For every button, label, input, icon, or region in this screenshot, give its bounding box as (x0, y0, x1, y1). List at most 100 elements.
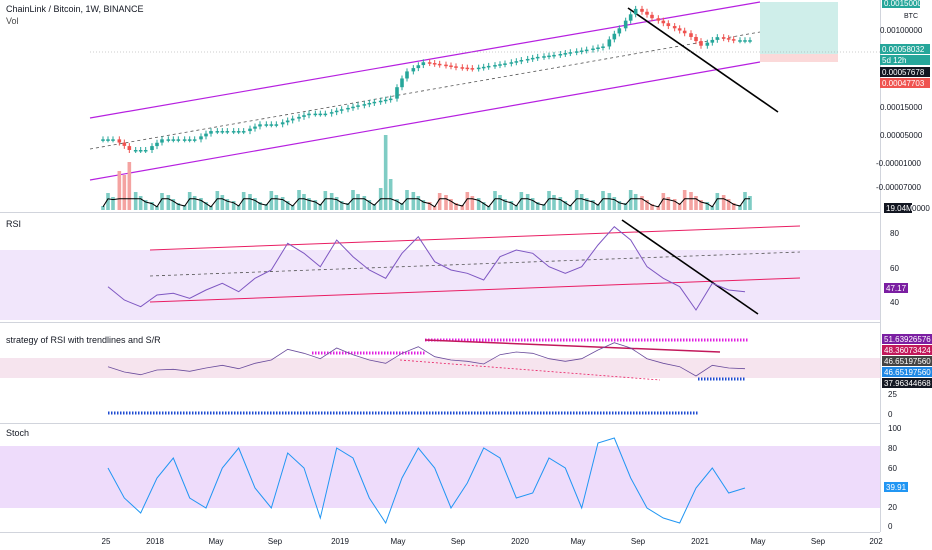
rsi-tick-40: 40 (890, 298, 899, 307)
candle-body (160, 139, 164, 143)
volume-bar (628, 190, 633, 210)
candle-body (372, 101, 377, 104)
candle-body (427, 62, 432, 64)
price-tag-2-text: 0.00057678 (882, 68, 925, 77)
candle-body (199, 136, 203, 140)
candle-body (127, 146, 132, 150)
volume-bar (694, 196, 698, 210)
volume-bar (313, 200, 318, 210)
volume-bar (400, 203, 404, 210)
candle-body (101, 139, 105, 141)
candle-body (640, 8, 644, 12)
price-candles (101, 5, 752, 153)
candle-body (269, 124, 274, 126)
candle-body (656, 18, 661, 21)
candle-body (334, 110, 339, 113)
vol-tag-text: 19.04M (886, 204, 913, 213)
volume-bar (568, 205, 573, 210)
volume-bar (176, 203, 181, 210)
strat-tag-1-text: 51.63926576 (884, 335, 931, 344)
candle-body (138, 150, 143, 152)
candle-body (519, 60, 524, 62)
volume-bar (427, 202, 432, 210)
candle-body (460, 67, 465, 69)
candle-body (715, 37, 720, 40)
time-axis-label: Sep (811, 537, 826, 546)
candle-body (367, 102, 372, 105)
strategy-dashed-1 (399, 359, 661, 381)
candle-body (682, 30, 687, 34)
volume-bar (241, 192, 246, 210)
volume-bar (274, 195, 279, 210)
volume-bar (111, 197, 115, 210)
time-axis-label: May (208, 537, 223, 546)
candle-body (486, 65, 491, 68)
candle-body (726, 38, 731, 40)
volume-bar (677, 203, 682, 210)
candle-body (297, 116, 301, 119)
countdown-tag (880, 55, 930, 65)
time-axis-label: 2018 (146, 537, 164, 546)
candle-body (176, 139, 181, 141)
candle-body (677, 28, 682, 31)
candle-body (209, 131, 213, 134)
rsi-axis: 80 60 47.17 40 (884, 229, 908, 307)
candle-body (274, 124, 279, 126)
volume-bar (633, 194, 638, 210)
channel-lower-line (89, 61, 761, 181)
candle-body (623, 20, 628, 29)
rsi-band (0, 250, 880, 320)
vol-tick: 0000 (912, 204, 930, 213)
volume-bar (138, 196, 143, 210)
volume-bar (503, 199, 507, 210)
time-axis-label: May (570, 537, 585, 546)
strategy-trendline (424, 339, 721, 353)
volume-bar (689, 192, 693, 210)
strat-tag-5 (882, 378, 932, 388)
time-axis-label: May (390, 537, 405, 546)
price-tag-3 (880, 78, 930, 88)
candle-body (339, 109, 344, 111)
volume-bar (437, 193, 442, 210)
stoch-value-tag (884, 482, 908, 492)
volume-bar (395, 199, 399, 210)
volume-bar (574, 190, 579, 210)
candle-body (596, 47, 600, 49)
volume-bar (192, 196, 197, 210)
strat-tag-4-text: 46.65197560 (884, 368, 931, 377)
candle-body (241, 131, 246, 133)
volume-bar (421, 200, 426, 210)
candle-body (743, 40, 747, 42)
symbol-title: ChainLink / Bitcoin, 1W, BINANCE (6, 4, 144, 14)
price-tick-4: -0.00001000 (876, 159, 921, 168)
volume-bar (248, 194, 252, 210)
volume-bar (666, 197, 671, 210)
price-channel (89, 1, 779, 181)
volume-bar (285, 201, 290, 210)
candle-body (122, 142, 127, 146)
candle-body (171, 139, 176, 141)
volume-bar (133, 192, 138, 210)
candle-body (258, 124, 262, 127)
candle-body (661, 20, 666, 24)
candle-body (290, 118, 295, 121)
volume-bar (187, 192, 192, 210)
volume-bar (101, 206, 105, 210)
candle-body (666, 23, 671, 27)
candle-body (509, 62, 514, 64)
volume-bar (481, 202, 486, 210)
volume-bar (253, 198, 257, 210)
time-axis-label: 2021 (691, 537, 709, 546)
volume-bar (220, 195, 225, 210)
last-price-tag (880, 44, 930, 54)
volume-bar (617, 201, 622, 210)
volume-bar (509, 201, 514, 210)
candle-body (106, 139, 110, 141)
candle-body (236, 131, 241, 133)
candle-body (302, 115, 306, 117)
candle-body (187, 139, 192, 141)
rsi-mid-trendline (149, 251, 801, 277)
candle-body (547, 55, 551, 58)
candle-body (591, 48, 595, 51)
